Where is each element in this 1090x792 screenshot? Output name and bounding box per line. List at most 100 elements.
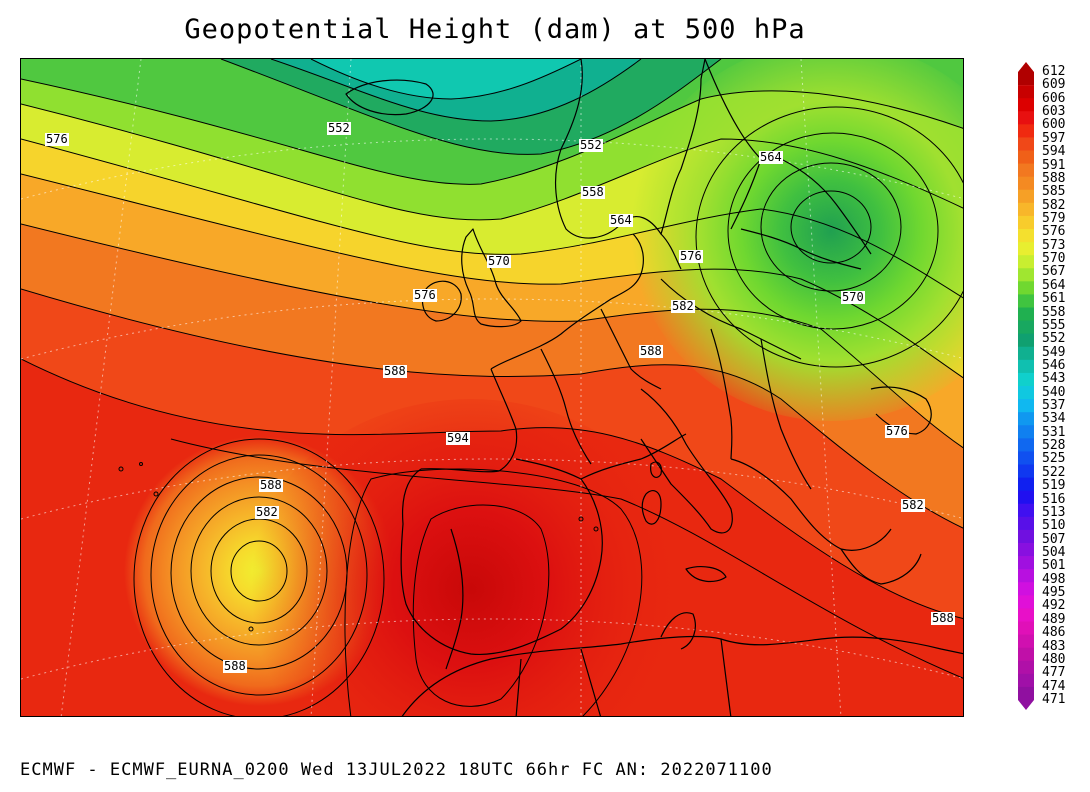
colorbar-tick-label: 543 bbox=[1042, 371, 1066, 387]
colorbar-segment bbox=[1018, 503, 1034, 518]
colorbar bbox=[1018, 62, 1034, 710]
contour-label: 588 bbox=[639, 344, 663, 358]
colorbar-segment bbox=[1018, 569, 1034, 583]
contour-label: 594 bbox=[446, 431, 470, 445]
colorbar-segment bbox=[1018, 660, 1034, 675]
colorbar-segment bbox=[1018, 477, 1034, 492]
contour-label: 576 bbox=[45, 132, 69, 146]
colorbar-segment bbox=[1018, 359, 1034, 374]
colorbar-segment bbox=[1018, 176, 1034, 191]
colorbar-segment bbox=[1018, 582, 1034, 596]
colorbar-segment bbox=[1018, 608, 1034, 622]
colorbar-segment bbox=[1018, 124, 1034, 138]
colorbar-segment bbox=[1018, 111, 1034, 125]
contour-label: 588 bbox=[383, 364, 407, 378]
colorbar-tick-label: 489 bbox=[1042, 611, 1066, 627]
colorbar-tick-label: 522 bbox=[1042, 464, 1066, 480]
contour-label: 564 bbox=[609, 213, 633, 227]
colorbar-tick-label: 516 bbox=[1042, 491, 1066, 507]
colorbar-segment bbox=[1018, 634, 1034, 649]
colorbar-segment bbox=[1018, 202, 1034, 217]
colorbar-tick-label: 534 bbox=[1042, 411, 1066, 427]
colorbar-tick-label: 582 bbox=[1042, 197, 1066, 213]
colorbar-tick-label: 570 bbox=[1042, 251, 1066, 267]
contour-label: 570 bbox=[841, 290, 865, 304]
contour-label: 576 bbox=[679, 249, 703, 263]
colorbar-tick-label: 513 bbox=[1042, 504, 1066, 520]
colorbar-tick-label: 477 bbox=[1042, 665, 1066, 681]
colorbar-segment bbox=[1018, 98, 1034, 112]
colorbar-segment bbox=[1018, 215, 1034, 230]
colorbar-tick-label: 591 bbox=[1042, 157, 1066, 173]
colorbar-segment bbox=[1018, 281, 1034, 295]
colorbar-tick-label: 471 bbox=[1042, 692, 1066, 707]
contour-label: 552 bbox=[579, 138, 603, 152]
colorbar-tick-label: 501 bbox=[1042, 558, 1066, 574]
colorbar-tick-label: 483 bbox=[1042, 638, 1066, 654]
colorbar-tick-label: 537 bbox=[1042, 398, 1066, 414]
colorbar-tick-label: 552 bbox=[1042, 331, 1066, 347]
colorbar-tick-label: 612 bbox=[1042, 64, 1066, 79]
colorbar-tick-label: 555 bbox=[1042, 317, 1066, 333]
colorbar-tick-label: 540 bbox=[1042, 384, 1066, 400]
colorbar-tick-label: 498 bbox=[1042, 571, 1066, 587]
colorbar-segment bbox=[1018, 556, 1034, 570]
colorbar-segment bbox=[1018, 372, 1034, 387]
colorbar-segment bbox=[1018, 686, 1034, 710]
colorbar-tick-label: 480 bbox=[1042, 651, 1066, 667]
contour-label: 558 bbox=[581, 185, 605, 199]
colorbar-segment bbox=[1018, 529, 1034, 544]
geopotential-map: 552 576 552 558 564 564 570 576 576 570 … bbox=[20, 58, 964, 717]
colorbar-tick-label: 573 bbox=[1042, 237, 1066, 253]
colorbar-segment bbox=[1018, 85, 1034, 99]
colorbar-segment bbox=[1018, 255, 1034, 269]
colorbar-tick-label: 558 bbox=[1042, 304, 1066, 320]
colorbar-segment bbox=[1018, 464, 1034, 479]
colorbar-segment bbox=[1018, 386, 1034, 400]
colorbar-tick-label: 579 bbox=[1042, 210, 1066, 226]
contour-label: 588 bbox=[259, 478, 283, 492]
colorbar-tick-label: 486 bbox=[1042, 625, 1066, 641]
colorbar-segment bbox=[1018, 189, 1034, 204]
colorbar-segment bbox=[1018, 543, 1034, 557]
colorbar-segment bbox=[1018, 399, 1034, 413]
colorbar-tick-label: 585 bbox=[1042, 184, 1066, 200]
contour-label: 588 bbox=[223, 659, 247, 673]
colorbar-tick-label: 603 bbox=[1042, 104, 1066, 120]
colorbar-tick-label: 594 bbox=[1042, 144, 1066, 160]
colorbar-tick-label: 492 bbox=[1042, 598, 1066, 614]
colorbar-segment bbox=[1018, 346, 1034, 361]
colorbar-segment bbox=[1018, 595, 1034, 609]
colorbar-tick-label: 564 bbox=[1042, 277, 1066, 293]
colorbar-segment bbox=[1018, 242, 1034, 256]
colorbar-segment bbox=[1018, 62, 1034, 86]
footer-caption: ECMWF - ECMWF_EURNA_0200 Wed 13JUL2022 1… bbox=[20, 760, 773, 780]
colorbar-segment bbox=[1018, 425, 1034, 439]
chart-title: Geopotential Height (dam) at 500 hPa bbox=[184, 14, 806, 45]
colorbar-tick-label: 606 bbox=[1042, 90, 1066, 106]
colorbar-segment bbox=[1018, 163, 1034, 178]
colorbar-tick-label: 546 bbox=[1042, 357, 1066, 373]
colorbar-segment bbox=[1018, 451, 1034, 465]
colorbar-tick-label: 600 bbox=[1042, 117, 1066, 133]
contour-label: 582 bbox=[901, 498, 925, 512]
colorbar-tick-label: 609 bbox=[1042, 77, 1066, 93]
colorbar-tick-label: 549 bbox=[1042, 344, 1066, 360]
contour-label: 582 bbox=[671, 299, 695, 313]
colorbar-segment bbox=[1018, 150, 1034, 165]
colorbar-tick-label: 567 bbox=[1042, 264, 1066, 280]
contour-label: 552 bbox=[327, 121, 351, 135]
colorbar-labels: 612 609 606 603 600 597 594 591 588 585 582 579 576 5… bbox=[1042, 57, 1090, 717]
contour-label: 576 bbox=[885, 424, 909, 438]
colorbar-tick-label: 597 bbox=[1042, 130, 1066, 146]
colorbar-tick-label: 528 bbox=[1042, 438, 1066, 454]
colorbar-segment bbox=[1018, 268, 1034, 282]
colorbar-segment bbox=[1018, 320, 1034, 335]
colorbar-segment bbox=[1018, 333, 1034, 348]
colorbar-tick-label: 504 bbox=[1042, 545, 1066, 561]
colorbar-segment bbox=[1018, 229, 1034, 243]
colorbar-tick-label: 474 bbox=[1042, 678, 1066, 694]
colorbar-tick-label: 510 bbox=[1042, 518, 1066, 534]
colorbar-tick-label: 561 bbox=[1042, 291, 1066, 307]
colorbar-segment bbox=[1018, 294, 1034, 308]
